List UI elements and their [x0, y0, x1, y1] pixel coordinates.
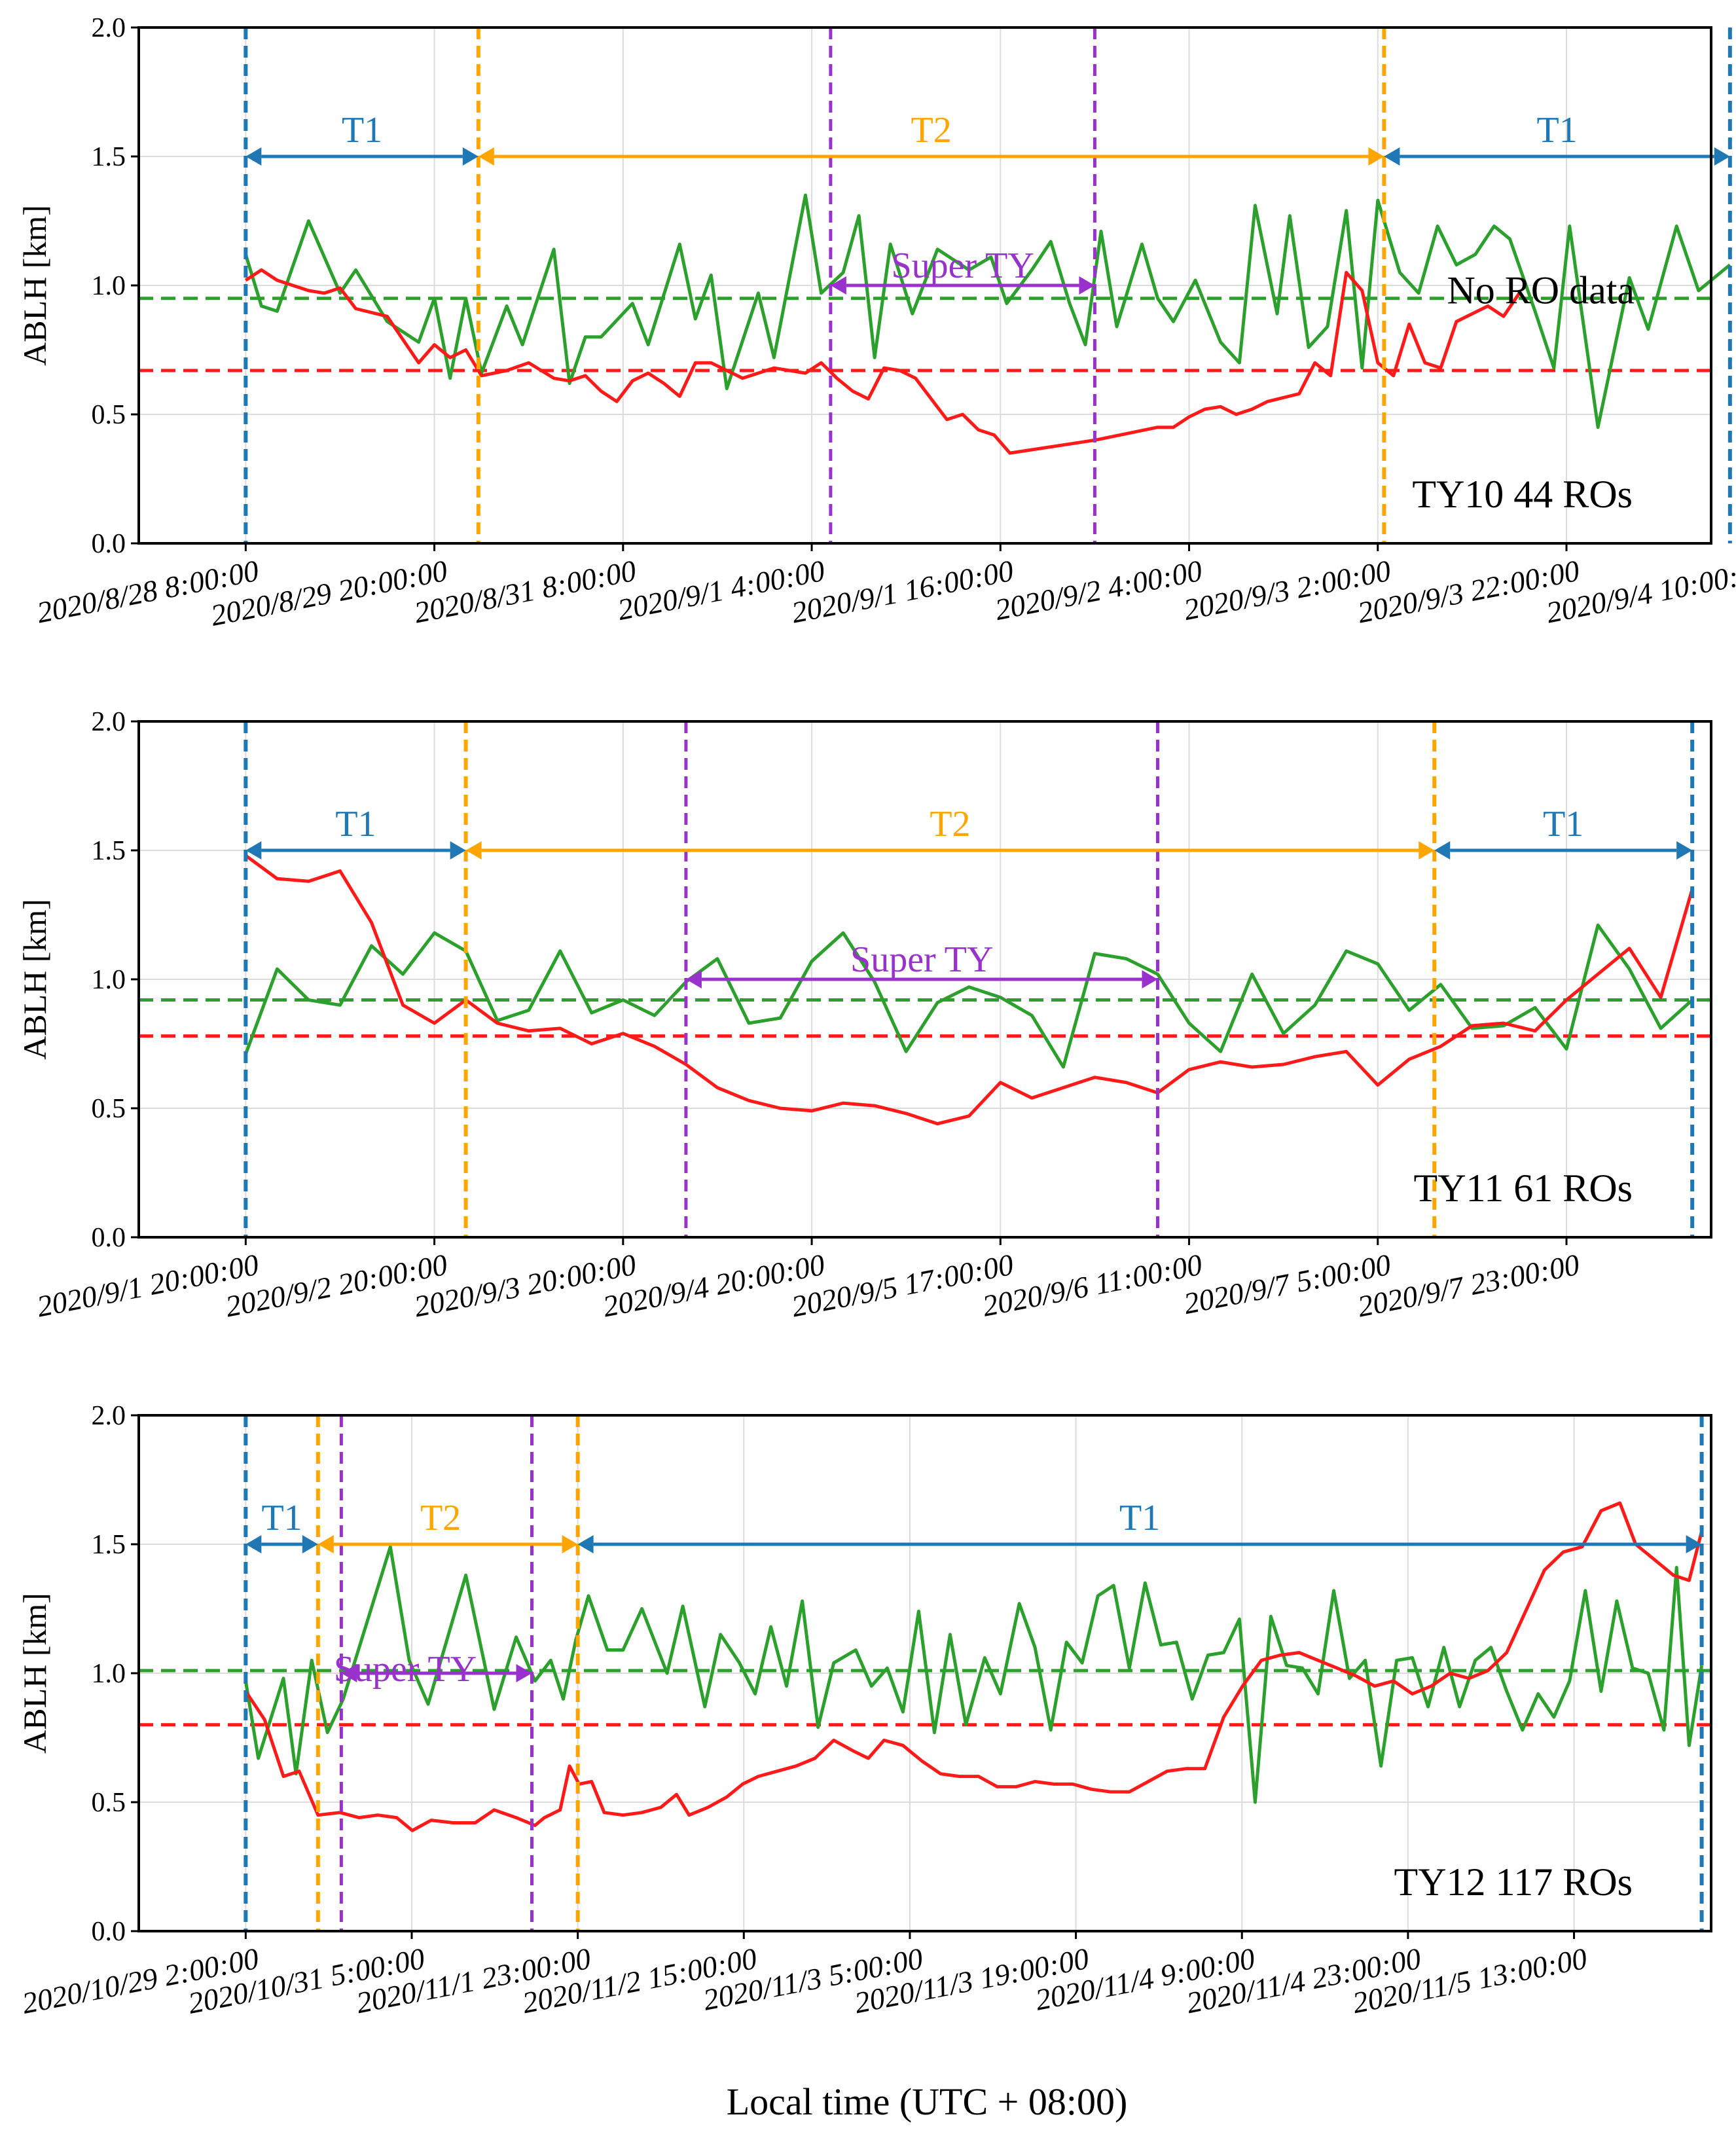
t2-arrow-head-left — [465, 841, 482, 860]
super-ty-arrow-head-left — [685, 970, 702, 988]
t1-right-label: T1 — [1119, 1498, 1160, 1538]
red-series-line — [244, 854, 1694, 1126]
t1-left-arrow-head-left — [245, 1535, 262, 1553]
t1-right-arrow-head-right — [1714, 147, 1730, 166]
y-tick-label: 1.5 — [92, 1530, 126, 1560]
t2-label: T2 — [911, 110, 951, 151]
y-tick-label: 1.5 — [92, 142, 126, 172]
y-tick-label: 2.0 — [92, 707, 126, 737]
y-tick-label: 0.0 — [92, 1917, 126, 1947]
y-tick-label: 0.5 — [92, 1094, 126, 1124]
x-tick-label: 2020/9/6 11:00:00 — [980, 1248, 1205, 1323]
t1-right-arrow-head-left — [577, 1535, 594, 1553]
y-tick-label: 1.5 — [92, 836, 126, 866]
super-ty-label: Super TY — [850, 939, 993, 980]
green-series-line — [244, 193, 1731, 429]
y-tick-label: 2.0 — [92, 1401, 126, 1431]
plot-frame — [137, 1414, 1712, 1932]
t1-left-arrow-head-right — [450, 841, 466, 860]
y-axis-label: ABLH [km] — [16, 205, 53, 366]
t1-left-label: T1 — [261, 1498, 302, 1538]
t2-label: T2 — [420, 1498, 461, 1538]
t1-right-arrow-head-right — [1676, 841, 1693, 860]
red-series-line — [244, 268, 1521, 455]
t1-right-label: T1 — [1543, 804, 1583, 844]
super-ty-arrow-head-right — [516, 1664, 532, 1682]
t1-left-arrow-head-right — [462, 147, 479, 166]
super-ty-arrow-head-right — [1142, 970, 1158, 988]
t2-arrow-head-left — [478, 147, 494, 166]
plot-frame — [137, 26, 1712, 545]
super-ty-label: Super TY — [334, 1649, 477, 1690]
t1-left-arrow-head-left — [245, 147, 262, 166]
super-ty-label: Super TY — [891, 245, 1034, 286]
t1-right-arrow-head-right — [1686, 1535, 1702, 1553]
super-ty-arrow-head-left — [341, 1664, 357, 1682]
y-axis-label: ABLH [km] — [16, 899, 53, 1060]
green-series-line — [244, 1545, 1704, 1804]
plot-frame — [137, 720, 1712, 1239]
y-axis-label: ABLH [km] — [16, 1593, 53, 1754]
y-tick-label: 0.0 — [92, 1223, 126, 1253]
t1-left-arrow-head-right — [302, 1535, 318, 1553]
t2-arrow-head-left — [317, 1535, 334, 1553]
t2-label: T2 — [930, 804, 970, 844]
t1-right-arrow-head-left — [1434, 841, 1451, 860]
green-series-line — [244, 923, 1693, 1069]
t2-arrow-head-right — [1368, 147, 1384, 166]
y-tick-label: 1.0 — [92, 965, 126, 995]
t1-left-label: T1 — [342, 110, 382, 151]
x-tick-label: 2020/9/2 4:00:00 — [992, 554, 1205, 626]
y-tick-label: 2.0 — [92, 13, 126, 43]
super-ty-arrow-head-right — [1079, 276, 1095, 295]
red-series-line — [244, 1501, 1704, 1832]
no-ro-data-annotation: No RO data — [1447, 269, 1635, 312]
y-tick-label: 0.0 — [92, 529, 126, 559]
y-tick-label: 1.0 — [92, 1659, 126, 1689]
t1-left-arrow-head-left — [245, 841, 262, 860]
panel-title: TY10 44 ROs — [1412, 473, 1633, 516]
x-axis-title: Local time (UTC + 08:00) — [727, 2080, 1128, 2123]
y-tick-label: 1.0 — [92, 271, 126, 301]
panel-title: TY11 61 ROs — [1414, 1167, 1633, 1210]
t2-arrow-head-right — [562, 1535, 578, 1553]
t2-arrow-head-right — [1419, 841, 1435, 860]
super-ty-arrow-head-left — [830, 276, 846, 295]
y-tick-label: 0.5 — [92, 400, 126, 430]
t1-right-arrow-head-left — [1384, 147, 1400, 166]
t1-right-label: T1 — [1536, 110, 1577, 151]
y-tick-label: 0.5 — [92, 1788, 126, 1818]
t1-left-label: T1 — [335, 804, 376, 844]
panel-title: TY12 117 ROs — [1394, 1860, 1633, 1904]
